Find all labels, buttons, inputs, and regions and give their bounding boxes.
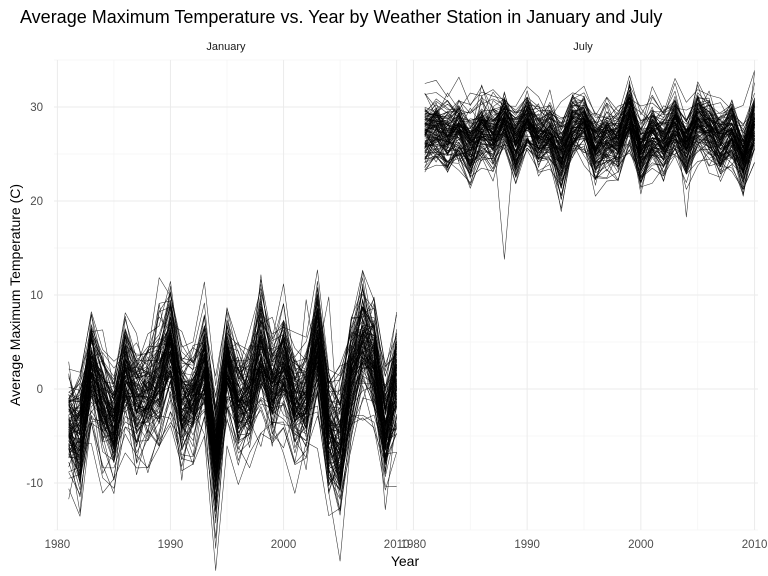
station-line-july-105 [424, 126, 755, 196]
x-tick-label-2010: 2010 [742, 539, 768, 551]
x-tick-label-1990: 1990 [158, 539, 184, 551]
station-line-january-110 [68, 318, 397, 436]
station-line-july-93 [424, 96, 755, 162]
station-line-january-90 [68, 292, 397, 456]
x-tick-label-1990: 1990 [514, 539, 540, 551]
facet-july: July 1980 1990 2000 2010 [401, 41, 768, 551]
station-line-july-74 [424, 133, 755, 197]
station-line-january-91 [68, 335, 397, 483]
station-line-july-15 [424, 128, 755, 196]
station-line-january-67 [68, 269, 397, 407]
x-axis-label: Year [391, 553, 420, 569]
station-lines-july [424, 70, 755, 260]
x-tick-label-1980: 1980 [45, 539, 71, 551]
station-line-january-101 [68, 358, 397, 519]
y-tick-label--10: -10 [26, 478, 43, 490]
station-line-july-88 [424, 81, 755, 134]
x-tick-label-2000: 2000 [271, 539, 297, 551]
facet-label-july: July [573, 41, 593, 53]
facet-label-january: January [206, 41, 246, 53]
station-lines-january [68, 269, 397, 571]
station-line-july-108 [424, 111, 755, 172]
station-line-july-98 [424, 109, 755, 161]
facet-january: January 1980 1990 2000 2010 -10 0 10 20 30 [26, 41, 410, 571]
chart-title: Average Maximum Temperature vs. Year by … [20, 7, 662, 27]
x-tick-label-1980: 1980 [401, 539, 427, 551]
station-line-january-88 [68, 385, 397, 562]
station-line-january-78 [68, 345, 397, 481]
station-line-july-110 [424, 97, 755, 166]
station-line-july-92 [424, 112, 755, 175]
station-line-january-98 [68, 341, 397, 486]
station-line-january-105 [68, 383, 397, 549]
station-line-january-103 [68, 312, 397, 467]
x-tick-label-2000: 2000 [628, 539, 654, 551]
station-line-january-87 [68, 316, 397, 416]
station-line-july-107 [424, 91, 755, 148]
x-tick-label-2010: 2010 [384, 539, 410, 551]
station-line-july-109 [424, 102, 755, 163]
station-line-july-91 [424, 98, 755, 145]
station-line-january-106 [68, 336, 397, 482]
y-tick-label-10: 10 [30, 290, 43, 302]
station-line-july-102 [424, 114, 755, 173]
station-line-january-86 [68, 399, 397, 571]
y-tick-label-20: 20 [30, 196, 43, 208]
y-tick-label-0: 0 [37, 384, 43, 396]
station-line-july-75 [424, 97, 755, 165]
station-line-january-108 [68, 296, 397, 421]
station-line-july-104 [424, 86, 755, 138]
y-tick-label-30: 30 [30, 102, 43, 114]
station-line-january-109 [68, 334, 397, 488]
station-line-july-83 [424, 139, 755, 196]
station-line-july-106 [424, 106, 755, 158]
y-axis-label: Average Maximum Temperature (C) [7, 184, 23, 406]
station-line-july-103 [424, 120, 755, 200]
